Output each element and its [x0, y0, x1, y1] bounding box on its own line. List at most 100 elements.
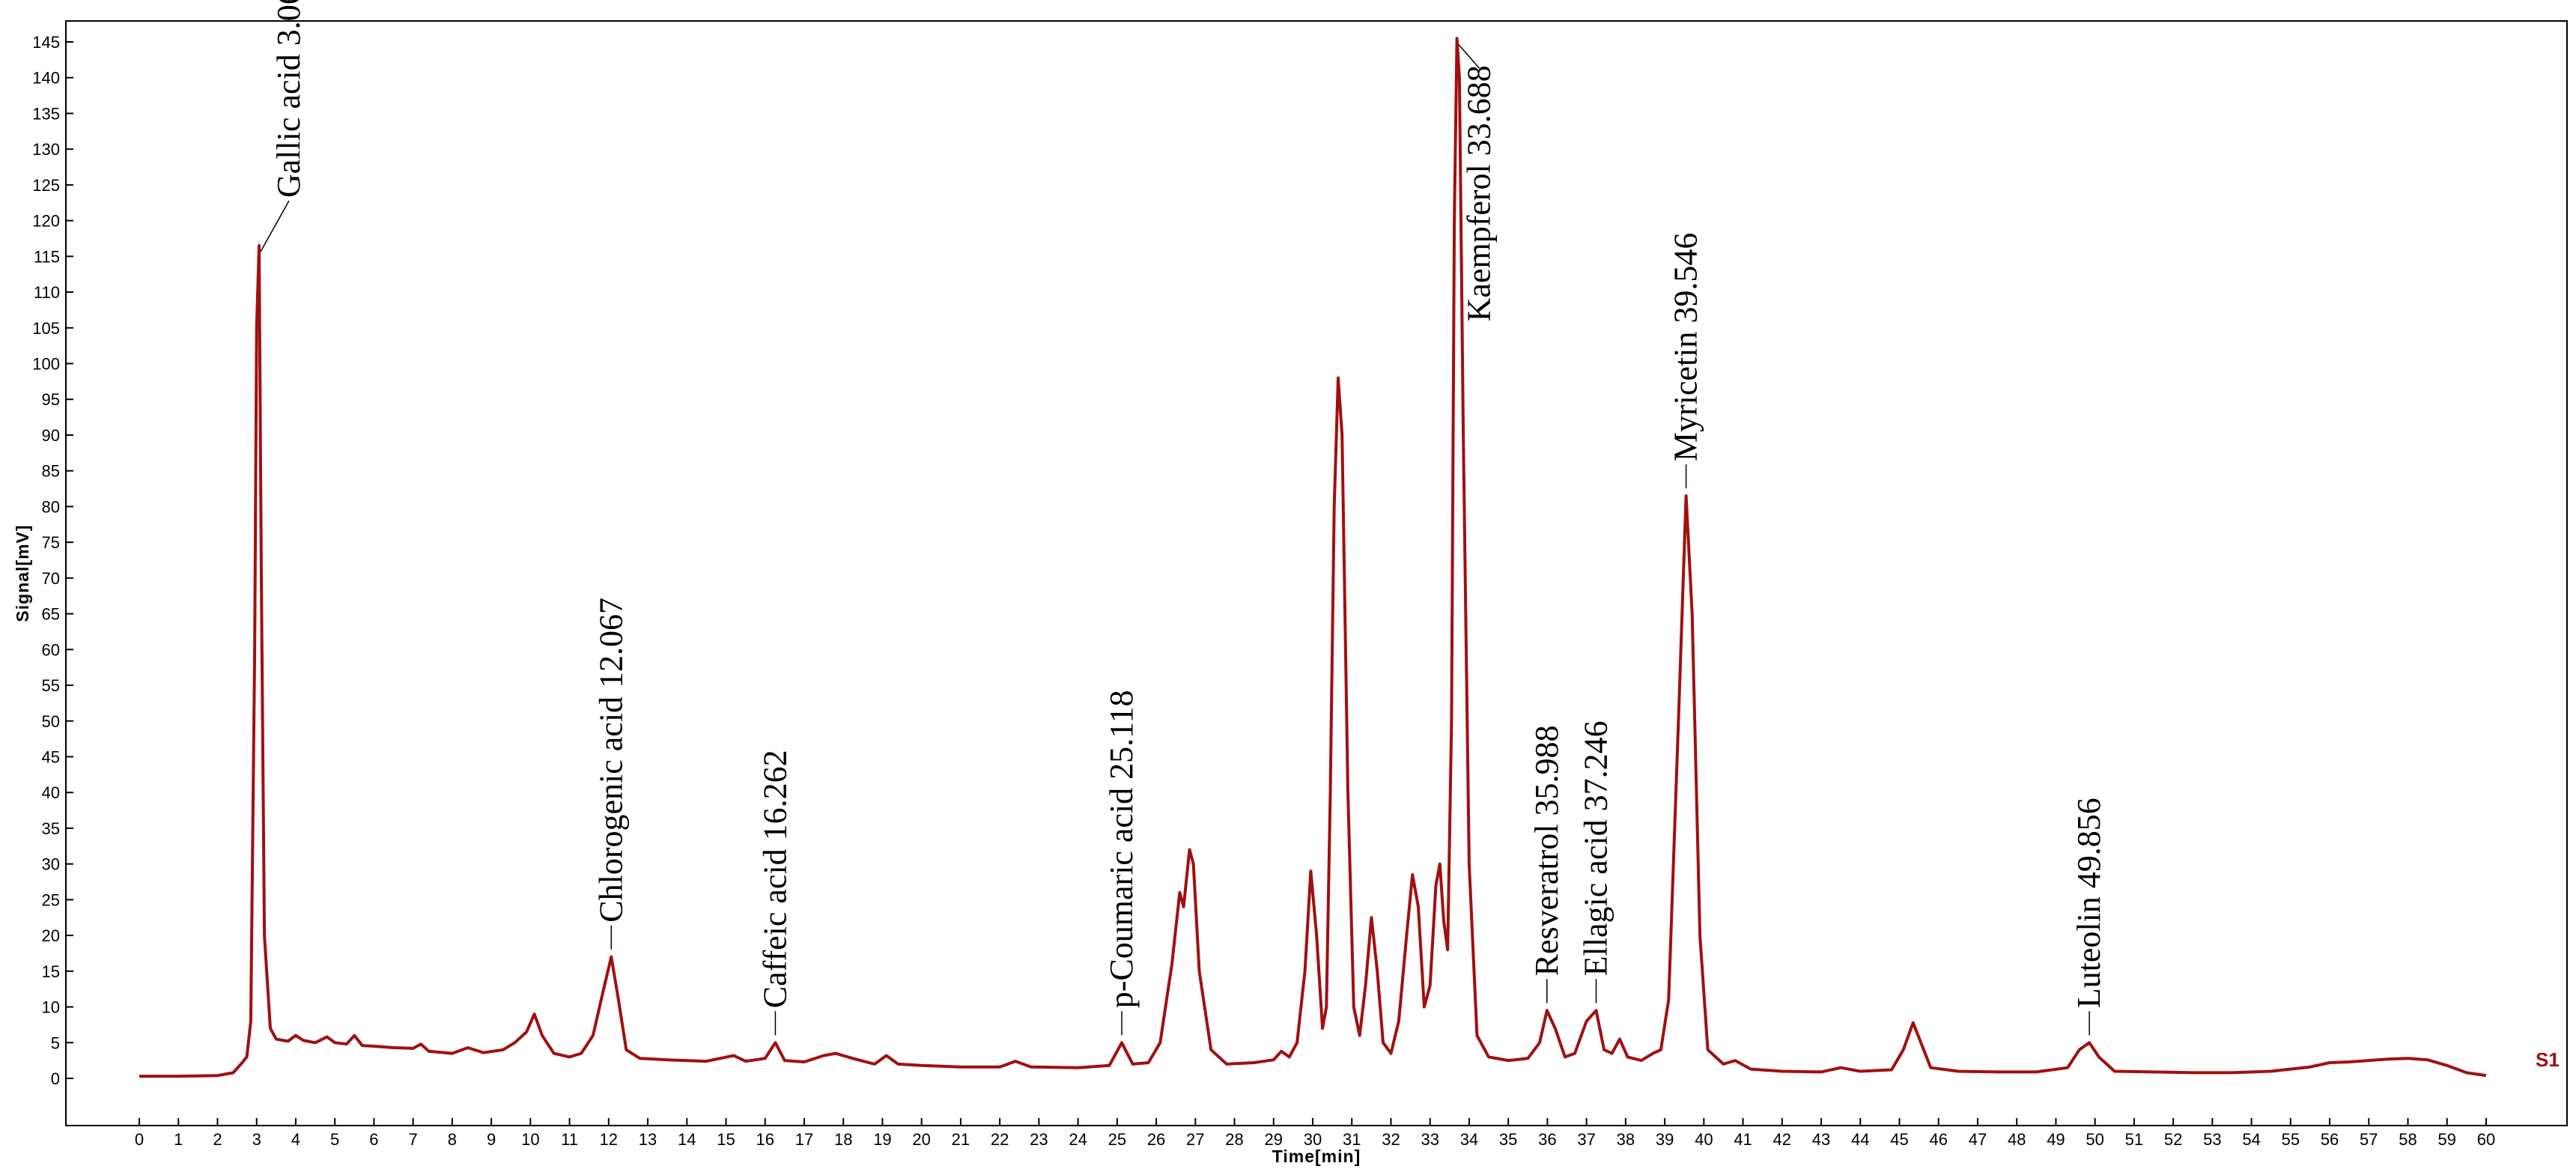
y-tick-label: 70 [42, 569, 60, 588]
y-tick-label: 10 [42, 998, 60, 1017]
x-tick-label: 5 [330, 1130, 339, 1149]
y-tick-label: 45 [42, 747, 60, 766]
x-tick-label: 7 [409, 1130, 418, 1149]
y-tick-label: 90 [42, 426, 60, 445]
x-tick-label: 39 [1656, 1130, 1674, 1149]
peak-label: Chlorogenic acid 12.067 [592, 598, 629, 923]
x-tick-label: 42 [1773, 1130, 1791, 1149]
y-tick-label: 110 [34, 283, 60, 302]
x-tick-label: 59 [2438, 1130, 2456, 1149]
y-tick-label: 85 [42, 462, 60, 481]
y-tick-label: 100 [32, 355, 60, 374]
x-tick-label: 30 [1304, 1130, 1322, 1149]
x-tick-label: 16 [756, 1130, 774, 1149]
y-tick-label: 145 [32, 33, 60, 52]
y-tick-label: 130 [32, 140, 60, 159]
y-tick-label: 75 [42, 533, 60, 552]
annotation-leader-line [260, 200, 290, 252]
x-tick-label: 34 [1460, 1130, 1478, 1149]
x-tick-label: 33 [1421, 1130, 1439, 1149]
x-tick-label: 40 [1695, 1130, 1713, 1149]
x-tick-label: 50 [2086, 1130, 2103, 1149]
y-tick-label: 105 [32, 319, 60, 338]
x-axis-title: Time[min] [1272, 1147, 1361, 1166]
x-tick-label: 0 [135, 1130, 144, 1149]
peak-label: Luteolin 49.856 [2071, 798, 2107, 1008]
y-tick-label: 0 [51, 1069, 60, 1088]
peak-label: Caffeic acid 16.262 [756, 750, 793, 1008]
y-tick-label: 5 [51, 1033, 60, 1052]
x-tick-label: 51 [2125, 1130, 2143, 1149]
x-tick-label: 37 [1577, 1130, 1595, 1149]
x-tick-label: 25 [1108, 1130, 1126, 1149]
x-tick-label: 47 [1969, 1130, 1987, 1149]
x-tick-label: 27 [1186, 1130, 1204, 1149]
x-tick-label: 4 [291, 1130, 300, 1149]
x-tick-label: 48 [2008, 1130, 2026, 1149]
y-axis-title: Signal[mV] [13, 524, 32, 622]
annotation-leader-line [1458, 43, 1480, 69]
x-tick-label: 46 [1929, 1130, 1947, 1149]
y-tick-label: 65 [42, 605, 60, 624]
x-tick-label: 44 [1851, 1130, 1869, 1149]
x-tick-label: 45 [1890, 1130, 1908, 1149]
x-tick-label: 24 [1069, 1130, 1087, 1149]
x-tick-label: 52 [2164, 1130, 2182, 1149]
x-tick-label: 49 [2047, 1130, 2065, 1149]
y-tick-label: 40 [42, 783, 60, 802]
x-tick-label: 21 [952, 1130, 970, 1149]
x-tick-label: 17 [795, 1130, 813, 1149]
x-tick-label: 41 [1734, 1130, 1752, 1149]
y-tick-label: 35 [42, 819, 60, 838]
x-tick-label: 54 [2242, 1130, 2260, 1149]
y-tick-label: 140 [32, 69, 60, 88]
y-tick-label: 135 [32, 104, 60, 123]
y-tick-label: 125 [32, 176, 60, 195]
x-tick-label: 13 [639, 1130, 657, 1149]
x-tick-label: 43 [1812, 1130, 1830, 1149]
y-tick-label: 120 [32, 212, 60, 231]
y-tick-label: 80 [42, 497, 60, 516]
x-tick-label: 18 [834, 1130, 852, 1149]
y-tick-label: 30 [42, 855, 60, 874]
x-tick-label: 10 [521, 1130, 539, 1149]
signal-trace-line [139, 37, 2487, 1078]
x-tick-label: 15 [717, 1130, 735, 1149]
y-tick-label: 50 [42, 712, 60, 731]
x-tick-label: 57 [2360, 1130, 2378, 1149]
y-tick-label: 95 [42, 390, 60, 409]
peak-label: Gallic acid 3.063 [270, 0, 307, 198]
y-axis: 0 5 10 15 20 25 30 35 40 45 50 55 60 65 70 75 80 85 90 95 10… [32, 33, 73, 1088]
series-label: S1 [2536, 1048, 2560, 1071]
x-tick-label: 28 [1225, 1130, 1243, 1149]
x-tick-label: 9 [487, 1130, 496, 1149]
x-tick-label: 29 [1265, 1130, 1283, 1149]
x-tick-label: 8 [448, 1130, 457, 1149]
x-tick-label: 20 [912, 1130, 930, 1149]
x-tick-label: 12 [600, 1130, 618, 1149]
x-tick-label: 58 [2399, 1130, 2416, 1149]
y-tick-label: 15 [42, 962, 60, 981]
y-tick-label: 25 [42, 890, 60, 909]
peak-label: Kaempferol 33.688 [1461, 65, 1498, 321]
x-tick-label: 53 [2203, 1130, 2221, 1149]
x-tick-label: 56 [2321, 1130, 2339, 1149]
peak-label: p-Coumaric acid 25.118 [1103, 690, 1140, 1008]
x-axis: 0 1 2 3 4 5 6 7 8 9 10 11 12 13 14 15 16 17 18 19 20 21 22 23 24… [135, 1118, 2495, 1149]
x-tick-label: 26 [1147, 1130, 1165, 1149]
peak-label: Resveratrol 35.988 [1528, 726, 1565, 977]
peak-label: Myricetin 39.546 [1668, 233, 1704, 462]
x-tick-label: 31 [1343, 1130, 1361, 1149]
x-tick-label: 32 [1382, 1130, 1400, 1149]
plot-frame [65, 20, 2568, 1126]
y-tick-label: 55 [42, 676, 60, 695]
x-tick-label: 60 [2477, 1130, 2495, 1149]
x-tick-label: 23 [1030, 1130, 1048, 1149]
x-tick-label: 22 [991, 1130, 1009, 1149]
peak-annotations: Gallic acid 3.063 Chlorogenic acid 12.067… [260, 0, 2107, 1036]
x-tick-label: 11 [561, 1130, 578, 1149]
x-tick-label: 19 [873, 1130, 891, 1149]
peak-label: Ellagic acid 37.246 [1577, 720, 1614, 976]
x-tick-label: 6 [369, 1130, 378, 1149]
